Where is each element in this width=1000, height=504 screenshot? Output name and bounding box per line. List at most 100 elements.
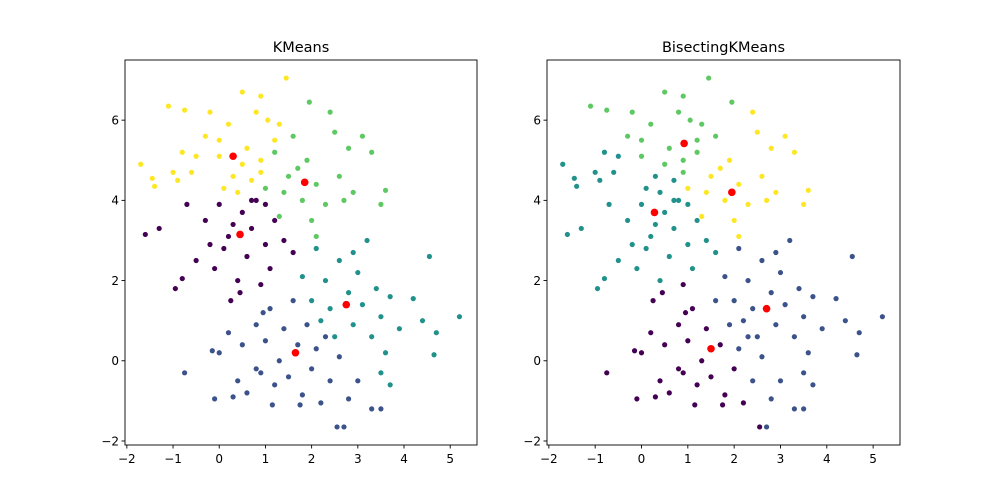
data-point (258, 157, 264, 163)
data-point (327, 109, 333, 115)
data-point (332, 334, 338, 340)
data-point (433, 330, 439, 336)
data-point (763, 424, 770, 430)
data-point (276, 213, 282, 220)
y-tick-label: 0 (111, 354, 119, 368)
data-point (638, 153, 645, 159)
cluster-center (680, 139, 688, 148)
data-point (202, 217, 208, 224)
data-point (666, 253, 672, 260)
data-point (225, 121, 232, 127)
data-point (179, 275, 185, 282)
data-point (237, 290, 243, 296)
x-tick-label: −2 (540, 452, 558, 466)
data-point (662, 342, 668, 348)
data-point (281, 189, 287, 195)
data-point (285, 173, 292, 179)
data-point (625, 217, 631, 224)
data-point (248, 225, 255, 232)
data-point (703, 326, 709, 332)
data-point (634, 265, 640, 272)
data-point (230, 394, 236, 400)
data-point (410, 296, 416, 302)
data-point (253, 322, 259, 328)
data-point (272, 382, 278, 388)
data-point (212, 265, 218, 272)
data-point (659, 290, 665, 296)
subplot-title: KMeans (273, 40, 330, 56)
data-point (717, 342, 723, 348)
data-point (671, 225, 677, 232)
data-point (239, 161, 245, 167)
data-point (272, 137, 278, 143)
data-point (745, 334, 751, 340)
data-point (216, 153, 222, 159)
data-point (322, 201, 329, 207)
data-point (221, 245, 227, 252)
data-point (304, 322, 310, 328)
data-point (345, 145, 352, 151)
data-point (290, 133, 296, 139)
data-point (283, 75, 289, 81)
data-point (382, 350, 389, 356)
data-point (327, 306, 333, 312)
data-point (833, 296, 839, 302)
data-point (378, 314, 384, 320)
data-point (740, 400, 747, 406)
data-point (334, 424, 340, 430)
data-point (587, 103, 594, 109)
data-point (666, 145, 672, 151)
x-tick-label: 4 (823, 452, 831, 466)
data-point (248, 177, 255, 183)
data-point (262, 338, 269, 344)
data-point (313, 233, 319, 240)
data-point (750, 378, 756, 384)
data-point (736, 181, 742, 187)
data-point (336, 257, 342, 264)
y-tick-label: −2 (523, 434, 541, 448)
x-tick-label: 5 (446, 452, 454, 466)
data-point (777, 269, 784, 276)
data-point (295, 342, 301, 348)
data-point (313, 346, 319, 352)
data-point (629, 109, 635, 115)
data-point (318, 400, 324, 406)
data-point (801, 370, 807, 376)
data-point (810, 382, 816, 388)
data-point (239, 209, 245, 215)
data-point (170, 169, 176, 175)
data-point (601, 149, 608, 155)
data-point (235, 277, 241, 284)
data-point (706, 75, 712, 81)
data-point (643, 185, 649, 191)
data-point (369, 406, 375, 412)
data-point (378, 370, 384, 376)
data-point (272, 149, 278, 155)
data-point (235, 378, 241, 384)
data-point (680, 370, 686, 376)
y-tick-label: 4 (533, 194, 541, 208)
data-point (773, 322, 779, 328)
data-point (309, 298, 315, 304)
data-point (313, 181, 319, 187)
data-point (757, 424, 763, 430)
data-point (188, 169, 195, 175)
data-point (648, 233, 654, 240)
data-point (787, 237, 793, 244)
data-point (671, 197, 677, 203)
data-point (631, 348, 638, 354)
data-point (750, 306, 756, 312)
data-point (285, 374, 292, 380)
data-point (801, 314, 807, 320)
data-point (369, 334, 375, 340)
data-point (685, 201, 691, 207)
data-point (717, 165, 723, 171)
data-point (694, 217, 700, 224)
data-point (359, 133, 366, 139)
data-point (604, 370, 610, 376)
data-point (782, 302, 788, 308)
data-point (151, 183, 158, 189)
y-tick-label: 2 (533, 274, 541, 288)
data-point (675, 366, 682, 372)
data-point (680, 169, 686, 175)
